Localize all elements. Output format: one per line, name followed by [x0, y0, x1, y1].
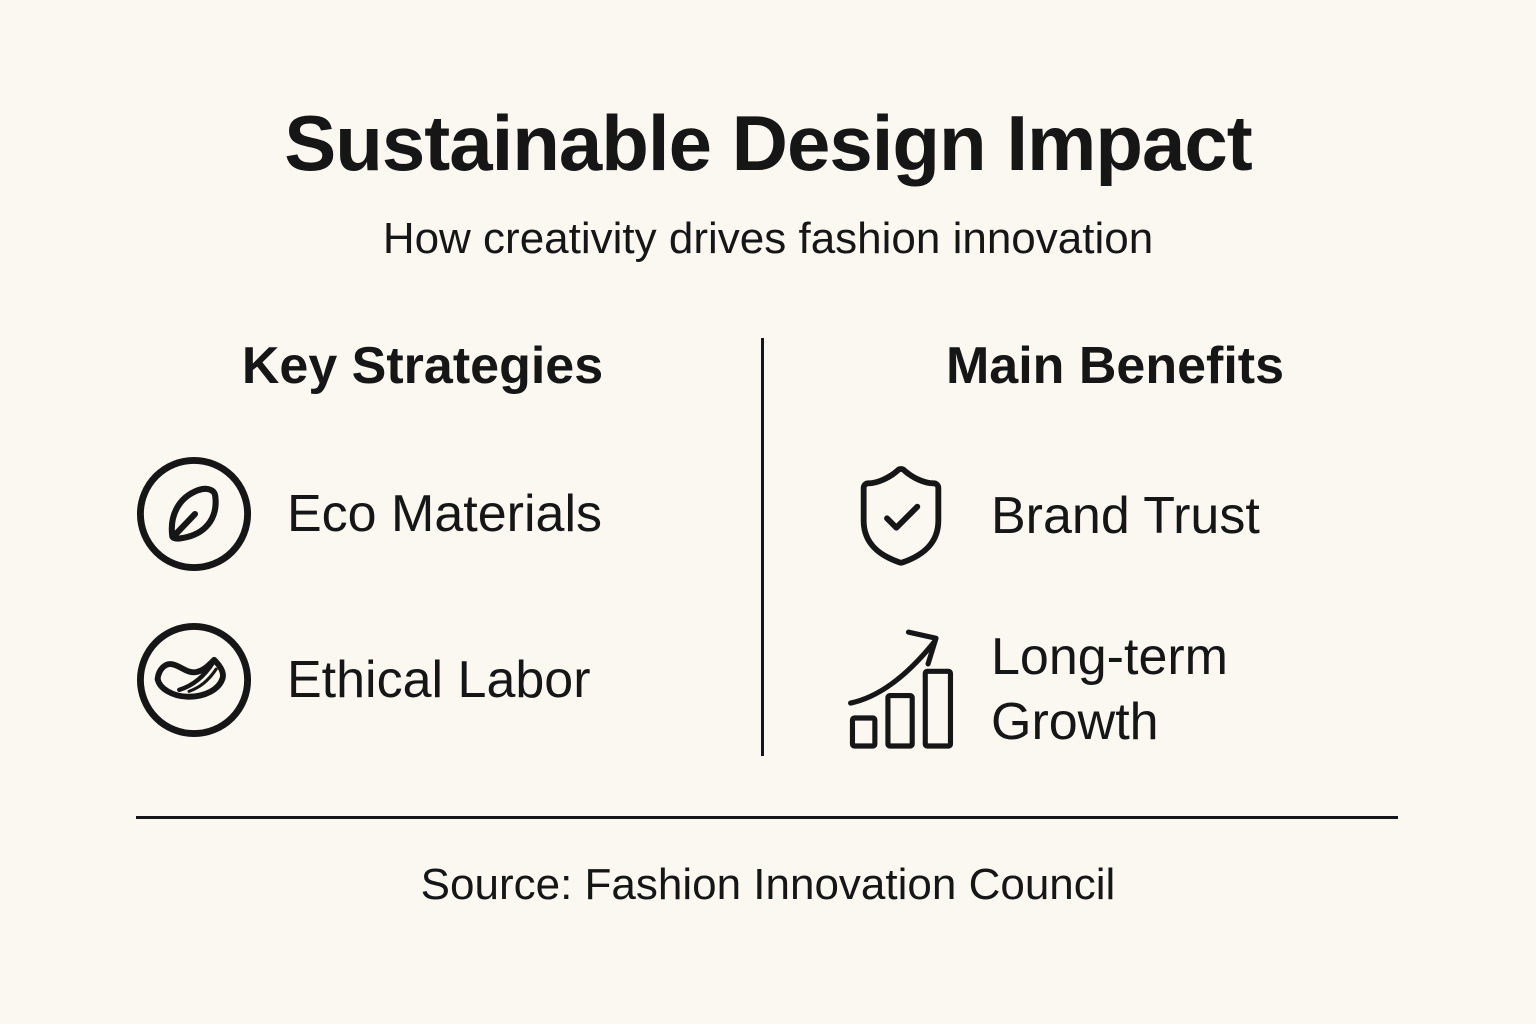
main-benefits-column: Main Benefits Brand Trust Long [845, 336, 1385, 802]
footer-divider [136, 816, 1398, 819]
page-title: Sustainable Design Impact [284, 99, 1253, 187]
key-strategies-column: Key Strategies Eco Materials E [135, 336, 710, 786]
list-item-ethical-labor: Ethical Labor [135, 620, 710, 740]
key-strategies-heading: Key Strategies [241, 337, 604, 395]
shield-check-icon [845, 454, 957, 578]
list-item-long-term-growth: Long-term Growth [845, 624, 1385, 756]
hammock-circle-icon [135, 621, 253, 739]
item-label: Ethical Labor [287, 650, 591, 709]
leaf-circle-icon [135, 455, 253, 573]
page-subtitle: How creativity drives fashion innovation [382, 214, 1154, 263]
item-label: Long-term Growth [991, 628, 1228, 751]
item-label: Brand Trust [991, 486, 1260, 545]
source-text: Source: Fashion Innovation Council [420, 860, 1116, 909]
growth-chart-icon [845, 624, 957, 756]
column-divider [761, 338, 764, 756]
list-item-brand-trust: Brand Trust [845, 454, 1385, 578]
main-benefits-heading: Main Benefits [945, 337, 1285, 395]
list-item-eco-materials: Eco Materials [135, 454, 710, 574]
item-label: Eco Materials [287, 484, 602, 543]
